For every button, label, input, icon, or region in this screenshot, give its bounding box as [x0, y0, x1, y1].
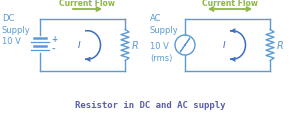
Text: Current Flow: Current Flow: [59, 0, 115, 8]
Text: 10 V
(rms): 10 V (rms): [150, 42, 172, 62]
Text: DC
Supply: DC Supply: [2, 14, 31, 34]
Text: 10 V: 10 V: [2, 37, 21, 46]
Text: Resistor in DC and AC supply: Resistor in DC and AC supply: [75, 100, 225, 109]
Text: I: I: [78, 41, 81, 50]
Text: R: R: [277, 41, 284, 51]
Text: +: +: [51, 35, 57, 44]
Text: AC
Supply: AC Supply: [150, 14, 179, 34]
Text: R: R: [132, 41, 139, 51]
Text: I: I: [223, 41, 226, 50]
Text: Current Flow: Current Flow: [202, 0, 258, 8]
Text: -: -: [51, 44, 55, 53]
